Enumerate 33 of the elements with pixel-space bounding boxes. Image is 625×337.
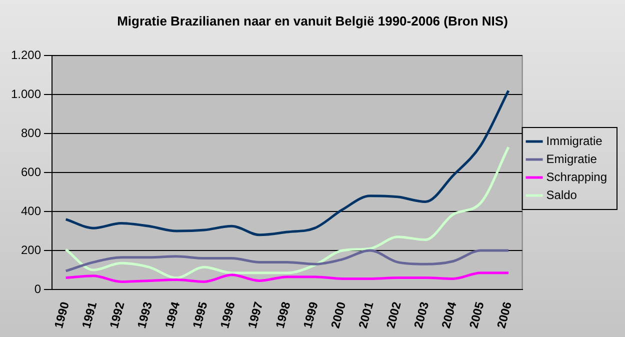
legend-label: Saldo xyxy=(546,188,578,202)
line-series xyxy=(64,249,510,272)
x-tick-label: 2006 xyxy=(494,300,515,330)
line-series xyxy=(64,272,510,283)
x-tick-label: 1999 xyxy=(300,300,321,330)
y-tick-label: 1.200 xyxy=(11,48,42,62)
y-tick-label: 0 xyxy=(34,282,42,296)
x-tick-label: 1992 xyxy=(106,300,128,330)
y-tick-label: 800 xyxy=(21,126,42,140)
line-series xyxy=(64,146,510,280)
chart-title: Migratie Brazilianen naar en vanuit België 1990-2006 (Bron NIS) xyxy=(117,13,508,28)
x-tick-label: 1998 xyxy=(272,300,294,330)
y-tick-label: 1.000 xyxy=(11,86,42,101)
x-tick-label: 2005 xyxy=(466,300,487,330)
x-tick-label: 1995 xyxy=(190,300,210,330)
y-tick-label: 200 xyxy=(21,242,42,257)
x-tick-label: 2001 xyxy=(356,300,376,330)
x-tick-label: 2000 xyxy=(328,300,349,330)
x-tick-label: 1990 xyxy=(52,300,72,330)
x-tick-label: 1996 xyxy=(218,300,238,330)
legend-label: Emigratie xyxy=(546,152,598,166)
x-tick-label: 2004 xyxy=(438,300,460,330)
x-tick-label: 2002 xyxy=(383,300,404,330)
x-tick-label: 1997 xyxy=(245,300,266,330)
legend-label: Schrapping xyxy=(546,170,608,184)
x-tick-label: 1993 xyxy=(134,300,156,330)
legend-label: Immigratie xyxy=(546,134,603,148)
line-series xyxy=(64,89,510,236)
x-tick-label: 1991 xyxy=(79,300,100,330)
y-tick-label: 400 xyxy=(21,204,42,218)
x-tick-label: 1994 xyxy=(162,300,183,330)
x-tick-label: 2003 xyxy=(411,300,432,330)
y-tick-label: 600 xyxy=(21,164,42,179)
